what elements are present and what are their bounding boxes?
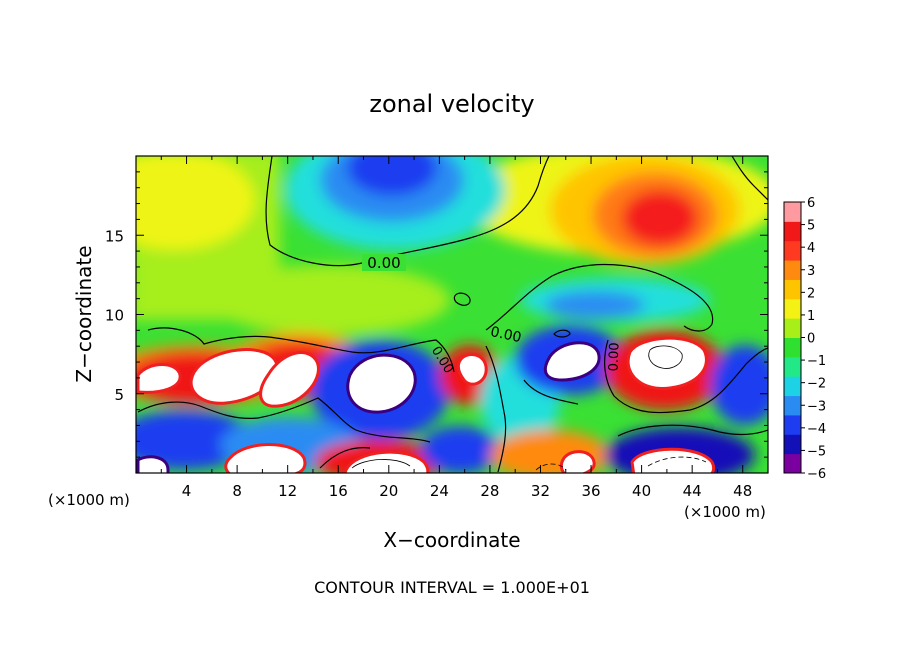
dashed-contour — [535, 463, 567, 471]
colorbar-swatch — [784, 434, 801, 455]
saturated-regions — [136, 336, 716, 473]
colorbar-swatch — [784, 453, 801, 474]
zero-contour — [485, 345, 507, 473]
colorbar-label: 5 — [807, 219, 815, 234]
y-tick-label: 15 — [105, 227, 124, 245]
velocity-field — [136, 156, 768, 473]
y-axis-ticks: 5 10 15 — [105, 171, 768, 458]
zero-contour — [147, 327, 455, 373]
contour-label: 0.00 — [607, 342, 623, 371]
zero-contour — [485, 263, 714, 332]
y-tick-label: 5 — [114, 386, 124, 404]
saturated-region — [343, 450, 430, 473]
saturated-region — [346, 353, 417, 414]
zero-contour — [319, 447, 371, 469]
zero-contour — [731, 156, 768, 201]
zero-contour — [617, 424, 768, 437]
zero-contour — [523, 379, 579, 405]
colorbar-label: −3 — [807, 399, 826, 414]
zero-contour — [453, 292, 471, 306]
saturated-region — [136, 455, 170, 473]
x-axis-label: X−coordinate — [383, 528, 520, 552]
x-tick-label: 28 — [480, 482, 499, 500]
colorbar-label: −6 — [807, 467, 826, 482]
x-unit-right: (×1000 m) — [684, 503, 766, 521]
contour-label-backing — [362, 254, 406, 271]
y-axis-label: Z−coordinate — [72, 245, 96, 382]
thin-contour — [351, 459, 411, 469]
saturated-region — [224, 443, 307, 473]
x-tick-label: 40 — [632, 482, 651, 500]
chart-title: zonal velocity — [369, 90, 534, 118]
x-tick-label: 48 — [733, 482, 752, 500]
colorbar-swatch — [784, 202, 801, 222]
dashed-contour — [647, 456, 707, 467]
colorbar-label: −1 — [807, 354, 826, 369]
colorbar-label: 1 — [807, 309, 815, 324]
colorbar-swatch — [784, 337, 801, 358]
colorbar-swatch — [784, 221, 801, 242]
colorbar-swatch — [784, 318, 801, 338]
contour-label: 0.00 — [367, 254, 400, 272]
saturated-region — [136, 363, 182, 394]
contour-labels: 0.00 0.00 0.00 0.00 — [362, 254, 623, 376]
colorbar-swatch — [784, 260, 801, 280]
colorbar-swatch — [784, 240, 801, 261]
x-axis-ticks: 4 8 12 16 20 24 28 32 36 40 44 48 — [160, 156, 752, 500]
thin-contour — [648, 345, 683, 369]
field-patch — [545, 291, 645, 319]
saturated-region — [259, 351, 320, 408]
field-patch — [622, 190, 698, 246]
colorbar-label: 4 — [807, 241, 815, 256]
zero-contour — [137, 397, 431, 443]
colorbar-swatch — [784, 376, 801, 397]
y-tick-label: 10 — [105, 307, 124, 325]
x-tick-label: 16 — [329, 482, 348, 500]
x-tick-label: 12 — [278, 482, 297, 500]
colorbar-label: 0 — [807, 332, 815, 347]
colorbar-swatch — [784, 414, 801, 435]
colorbar-swatch — [784, 356, 801, 377]
x-tick-label: 4 — [182, 482, 192, 500]
saturated-region — [559, 450, 596, 473]
zero-contour — [265, 156, 550, 267]
colorbar-label: 6 — [807, 196, 815, 211]
colorbar-swatch — [784, 279, 801, 300]
colorbar-label: 3 — [807, 264, 815, 279]
x-tick-label: 24 — [430, 482, 449, 500]
colorbar-swatch — [784, 298, 801, 319]
saturated-region — [630, 447, 716, 473]
zero-contour — [604, 339, 768, 414]
field-patch — [136, 156, 255, 250]
saturated-region — [456, 353, 488, 386]
saturated-region — [543, 341, 601, 382]
colorbar-label: −5 — [807, 444, 826, 459]
contour-label: 0.00 — [489, 324, 523, 346]
colorbar-swatch — [784, 395, 801, 416]
zero-contour — [553, 329, 571, 338]
x-tick-label: 20 — [379, 482, 398, 500]
contour-lines — [137, 156, 768, 473]
colorbar-label: −4 — [807, 422, 826, 437]
x-unit-left: (×1000 m) — [48, 491, 130, 509]
field-patch — [420, 426, 500, 473]
colorbar-label: −2 — [807, 377, 826, 392]
saturated-region — [626, 336, 708, 390]
x-tick-label: 8 — [232, 482, 242, 500]
colorbar-label: 2 — [807, 286, 815, 301]
x-tick-label: 44 — [683, 482, 702, 500]
field-patch — [710, 345, 768, 425]
field-patch — [210, 265, 450, 335]
field-patch — [347, 156, 437, 196]
x-tick-label: 32 — [531, 482, 550, 500]
x-tick-label: 36 — [581, 482, 600, 500]
contour-interval-note: CONTOUR INTERVAL = 1.000E+01 — [314, 578, 590, 597]
plot-area: 0.00 0.00 0.00 0.00 — [136, 156, 768, 473]
colorbar: 6 5 4 3 2 1 0 −1 −2 −3 −4 −5 −6 — [783, 196, 826, 482]
